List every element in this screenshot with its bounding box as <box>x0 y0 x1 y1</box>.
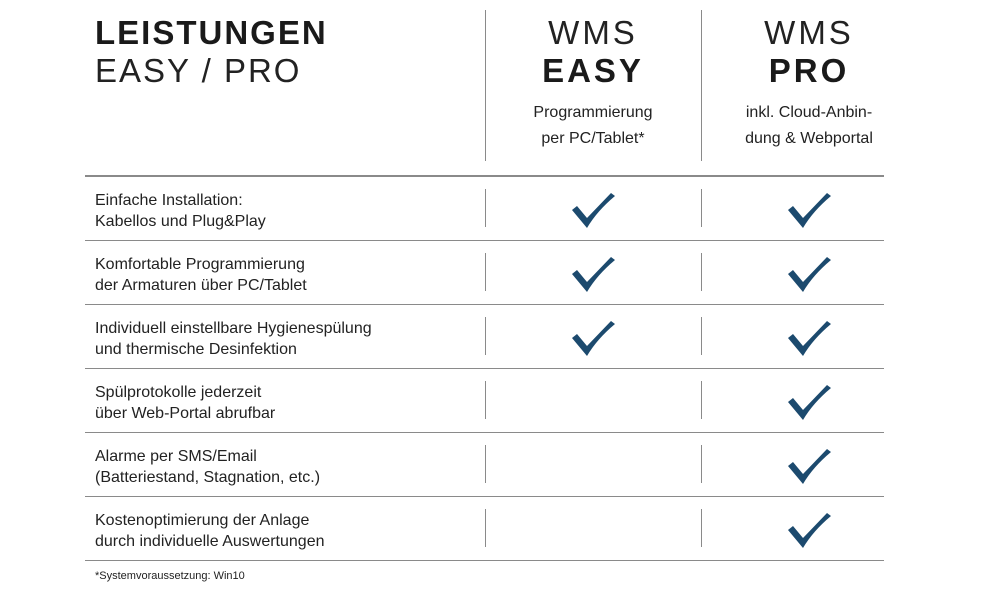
feature-label-line: durch individuelle Auswertungen <box>95 533 325 550</box>
checkmark-icon <box>785 445 833 487</box>
checkmark-icon <box>785 189 833 231</box>
row-divider <box>85 560 884 561</box>
feature-label: Individuell einstellbare Hygienespülung u… <box>95 318 372 360</box>
column-tier-label: PRO <box>768 52 850 89</box>
row-divider <box>85 304 884 305</box>
cell-divider-easy <box>485 189 486 227</box>
title-main: LEISTUNGEN <box>95 14 328 51</box>
title-block: LEISTUNGEN EASY / PRO <box>95 14 328 90</box>
row-divider <box>85 240 884 241</box>
table-top-rule <box>85 175 884 177</box>
feature-label-line: Individuell einstellbare Hygienespülung <box>95 320 372 337</box>
table-row: Einfache Installation: Kabellos und Plug&… <box>85 177 884 241</box>
feature-label-line: (Batteriestand, Stagnation, etc.) <box>95 469 321 486</box>
feature-label-line: Komfortable Programmierung <box>95 256 305 273</box>
column-description-line: inkl. Cloud-Anbin- <box>745 104 873 121</box>
checkmark-icon <box>785 317 833 359</box>
feature-label: Spülprotokolle jederzeit über Web-Portal … <box>95 382 275 424</box>
table-row: Kostenoptimierung der Anlage durch indivi… <box>85 497 884 561</box>
feature-label: Einfache Installation: Kabellos und Plug&… <box>95 190 266 232</box>
cell-divider-pro <box>701 445 702 483</box>
cell-divider-pro <box>701 189 702 227</box>
column-description-line: Programmierung <box>533 104 653 121</box>
feature-label-line: Alarme per SMS/Email <box>95 448 257 465</box>
checkmark-icon <box>785 509 833 551</box>
feature-label-line: Spülprotokolle jederzeit <box>95 384 262 401</box>
checkmark-icon <box>569 189 617 231</box>
feature-label-line: der Armaturen über PC/Tablet <box>95 277 307 294</box>
feature-label: Kostenoptimierung der Anlage durch indivi… <box>95 510 324 552</box>
cell-divider-easy <box>485 509 486 547</box>
checkmark-icon <box>569 317 617 359</box>
column-wms-label: WMS <box>548 14 638 51</box>
column-description: inkl. Cloud-Anbin- dung & Webportal <box>701 100 917 152</box>
cell-divider-easy <box>485 317 486 355</box>
table-row: Komfortable Programmierung der Armaturen … <box>85 241 884 305</box>
feature-label-line: Kabellos und Plug&Play <box>95 213 266 230</box>
column-header-pro: WMS PRO inkl. Cloud-Anbin- dung & Webpor… <box>701 14 917 152</box>
row-divider <box>85 432 884 433</box>
feature-label: Komfortable Programmierung der Armaturen … <box>95 254 307 296</box>
column-tier-label: EASY <box>542 52 644 89</box>
header-divider-easy <box>485 10 486 161</box>
column-description-line: per PC/Tablet* <box>541 130 645 147</box>
cell-divider-pro <box>701 317 702 355</box>
feature-label-line: Kostenoptimierung der Anlage <box>95 512 310 529</box>
cell-divider-pro <box>701 253 702 291</box>
column-header-easy: WMS EASY Programmierung per PC/Tablet* <box>485 14 701 152</box>
checkmark-icon <box>785 253 833 295</box>
column-description-line: dung & Webportal <box>745 130 873 147</box>
feature-label-line: und thermische Desinfektion <box>95 341 297 358</box>
cell-divider-pro <box>701 509 702 547</box>
checkmark-icon <box>785 381 833 423</box>
feature-label-line: Einfache Installation: <box>95 192 243 209</box>
column-description: Programmierung per PC/Tablet* <box>485 100 701 152</box>
cell-divider-easy <box>485 445 486 483</box>
row-divider <box>85 496 884 497</box>
table-row: Alarme per SMS/Email (Batteriestand, Stag… <box>85 433 884 497</box>
cell-divider-easy <box>485 381 486 419</box>
table-row: Individuell einstellbare Hygienespülung u… <box>85 305 884 369</box>
column-wms-label: WMS <box>764 14 854 51</box>
feature-label: Alarme per SMS/Email (Batteriestand, Stag… <box>95 446 320 488</box>
feature-label-line: über Web-Portal abrufbar <box>95 405 276 422</box>
cell-divider-easy <box>485 253 486 291</box>
row-divider <box>85 368 884 369</box>
title-sub: EASY / PRO <box>95 52 302 89</box>
header-divider-pro <box>701 10 702 161</box>
checkmark-icon <box>569 253 617 295</box>
cell-divider-pro <box>701 381 702 419</box>
footnote: *Systemvoraussetzung: Win10 <box>95 570 245 582</box>
table-row: Spülprotokolle jederzeit über Web-Portal … <box>85 369 884 433</box>
